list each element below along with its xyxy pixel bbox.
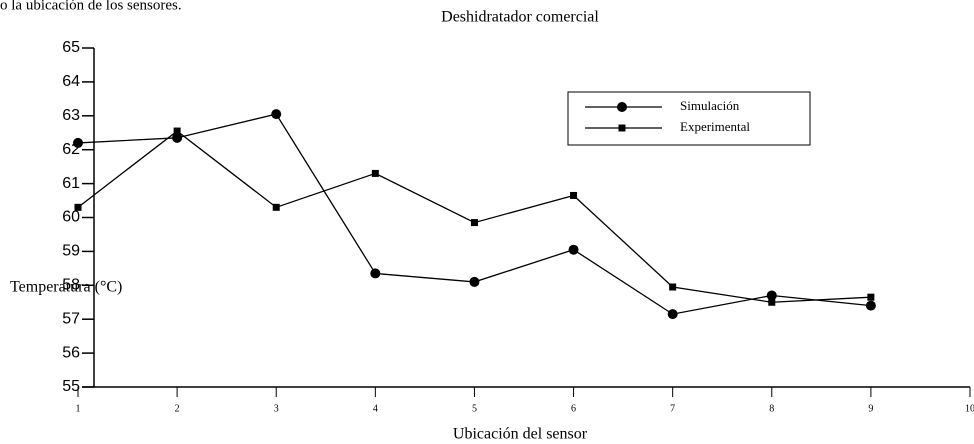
- x-tick-label: 9: [868, 403, 873, 414]
- point: [172, 132, 183, 143]
- point: [568, 244, 579, 255]
- x-tick-label: 10: [965, 403, 974, 414]
- x-tick-label: 8: [769, 403, 774, 414]
- legend-label: Simulación: [680, 98, 740, 113]
- y-tick-label: 63: [62, 107, 80, 124]
- point: [470, 219, 478, 227]
- point: [271, 109, 282, 120]
- x-tick-label: 7: [670, 403, 675, 414]
- y-tick-label: 61: [62, 175, 80, 192]
- y-tick-label: 59: [62, 243, 80, 260]
- point: [867, 293, 875, 301]
- legend-box: [567, 91, 811, 146]
- point: [865, 300, 876, 311]
- point: [370, 268, 381, 279]
- y-tick-label: 64: [62, 73, 80, 90]
- point: [74, 203, 82, 211]
- y-tick-label: 60: [62, 209, 80, 226]
- chart-title: Deshidratador comercial: [441, 9, 599, 26]
- point: [469, 276, 480, 287]
- point: [73, 137, 83, 148]
- legend-label: Experimental: [680, 119, 750, 134]
- x-tick-label: 3: [274, 403, 279, 414]
- point: [667, 309, 678, 320]
- y-tick-label: 58: [62, 277, 80, 294]
- point: [173, 127, 181, 135]
- point: [371, 169, 379, 177]
- point: [618, 124, 626, 132]
- y-tick-label: 65: [62, 39, 80, 56]
- y-tick-label: 55: [62, 378, 80, 395]
- x-tick-label: 6: [571, 403, 576, 414]
- x-tick-label: 1: [76, 403, 81, 414]
- x-tick-label: 4: [373, 403, 378, 414]
- point: [669, 283, 677, 291]
- series-line: [77, 130, 871, 303]
- y-tick-label: 56: [62, 344, 80, 361]
- x-tick-label: 5: [472, 403, 477, 414]
- x-axis-label: Ubicación del sensor: [453, 426, 588, 443]
- point: [768, 298, 776, 306]
- point: [272, 203, 280, 211]
- point: [766, 290, 777, 301]
- point: [570, 191, 578, 199]
- header-text: o la ubicación de los sensores.: [0, 0, 182, 13]
- point: [617, 102, 627, 112]
- x-tick-label: 2: [175, 403, 180, 414]
- y-tick-label: 57: [62, 310, 80, 327]
